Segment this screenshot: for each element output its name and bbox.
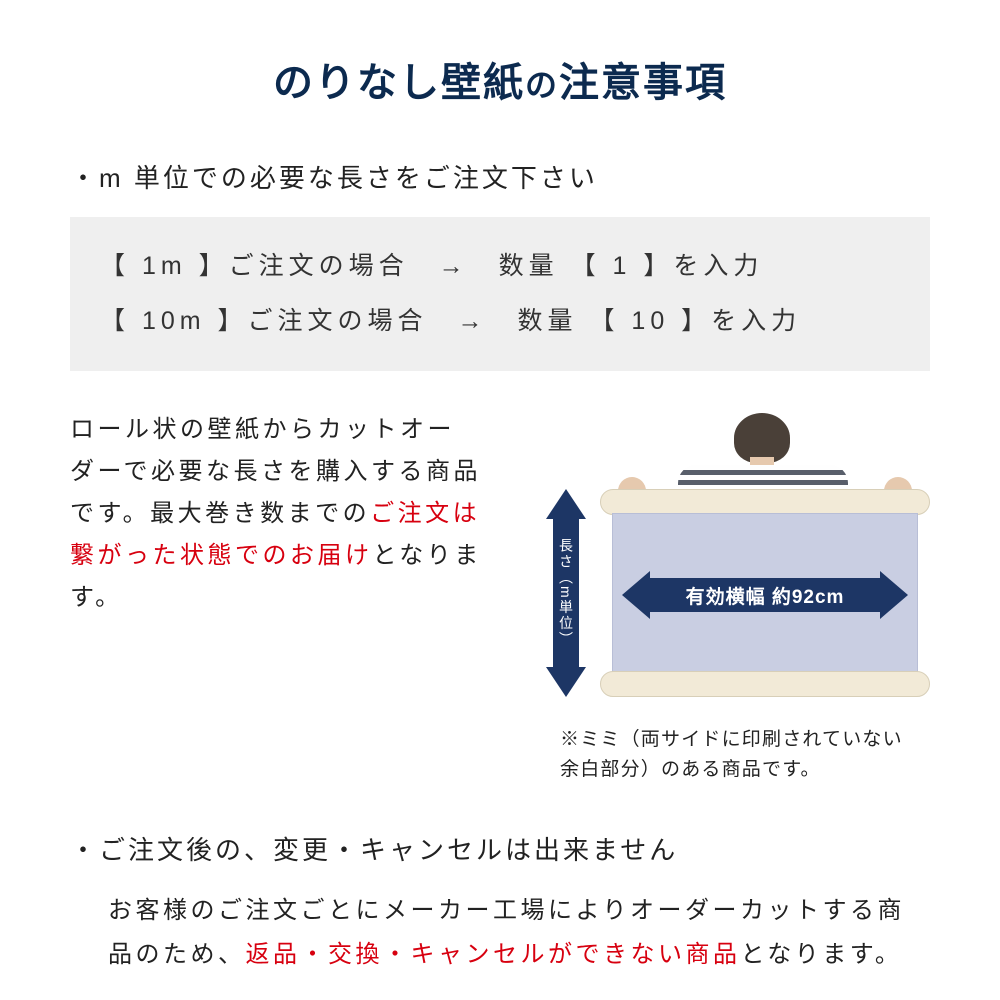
title-sub: 注意事項 (559, 61, 727, 105)
page-title: のりなし壁紙の注意事項 (70, 50, 930, 108)
example2-right: 数量 【 10 】を入力 (518, 294, 802, 349)
order-example-row-1: 【 1m 】ご注文の場合 → 数量 【 1 】を入力 (100, 239, 900, 294)
arrow-left-icon (622, 571, 650, 619)
arrow-down-icon (546, 667, 586, 697)
mid-section: ロール状の壁紙からカットオーダーで必要な長さを購入する商品です。最大巻き数までの… (70, 409, 930, 699)
example1-left: 【 1m 】ご注文の場合 (100, 239, 409, 294)
cut-order-description: ロール状の壁紙からカットオーダーで必要な長さを購入する商品です。最大巻き数までの… (70, 409, 482, 619)
title-connector: の (525, 67, 559, 103)
arrow-right-icon: → (439, 239, 469, 294)
example1-right: 数量 【 1 】を入力 (499, 239, 764, 294)
arrow-right-icon: → (458, 294, 488, 349)
body2-red: 返品・交換・キャンセルができない商品 (246, 941, 741, 968)
wallpaper-roll-top (600, 489, 930, 515)
length-arrow-vertical: 長さ（m単位） (546, 489, 586, 697)
bullet-order-length: ・m 単位での必要な長さをご注文下さい (70, 158, 930, 195)
person-head (734, 413, 790, 463)
length-label: 長さ（m単位） (553, 519, 579, 667)
no-cancel-description: お客様のご注文ごとにメーカー工場によりオーダーカットする商品のため、返品・交換・… (70, 889, 930, 978)
wallpaper-roll-bottom (600, 671, 930, 697)
arrow-up-icon (546, 489, 586, 519)
example2-left: 【 10m 】ご注文の場合 (100, 294, 428, 349)
bullet-no-cancel: ・ご注文後の、変更・キャンセルは出来ません (70, 830, 930, 867)
title-main: のりなし壁紙 (273, 61, 525, 105)
order-example-box: 【 1m 】ご注文の場合 → 数量 【 1 】を入力 【 10m 】ご注文の場合… (70, 217, 930, 371)
body2-part2: となります。 (741, 941, 903, 968)
order-example-row-2: 【 10m 】ご注文の場合 → 数量 【 10 】を入力 (100, 294, 900, 349)
width-label: 有効横幅 約92cm (650, 578, 880, 612)
mimi-note: ※ミミ（両サイドに印刷されていない 余白部分）のある商品です。 (560, 725, 930, 786)
wallpaper-illustration: 長さ（m単位） 有効横幅 約92cm (500, 409, 930, 699)
width-arrow-horizontal: 有効横幅 約92cm (622, 571, 908, 619)
arrow-right-icon (880, 571, 908, 619)
